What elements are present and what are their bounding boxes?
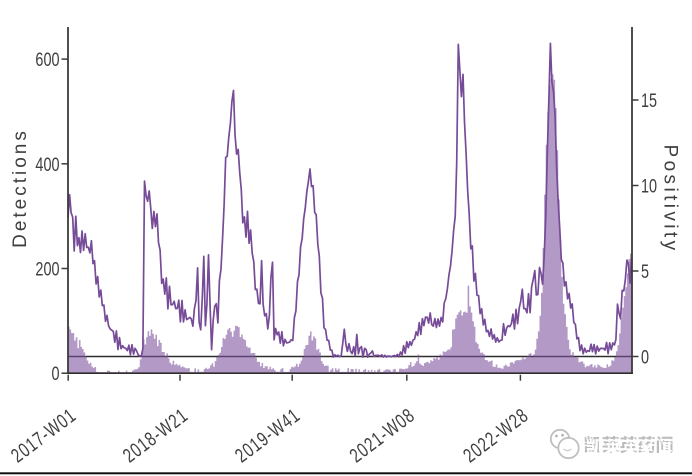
svg-text:Detections: Detections [10, 128, 31, 248]
svg-text:0: 0 [51, 362, 59, 385]
svg-text:10: 10 [641, 174, 657, 197]
svg-text:400: 400 [35, 153, 59, 176]
svg-text:Positivity: Positivity [660, 145, 681, 254]
svg-text:15: 15 [641, 89, 657, 112]
svg-text:0: 0 [641, 345, 649, 368]
svg-text:200: 200 [35, 257, 59, 280]
svg-text:5: 5 [641, 260, 649, 283]
svg-text:600: 600 [35, 48, 59, 71]
